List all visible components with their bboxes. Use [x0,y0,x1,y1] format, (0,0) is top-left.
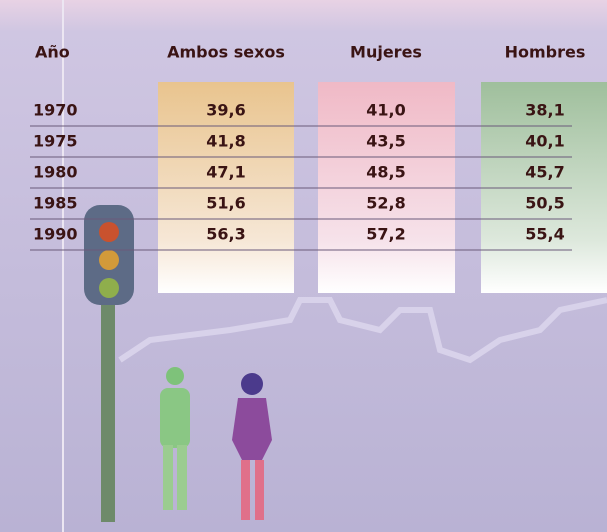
cell-value: 57,2 [366,225,405,244]
column-header: Ambos sexos [167,43,285,62]
cell-value: 38,1 [525,101,564,120]
cell-value: 55,4 [525,225,564,244]
cell-value: 56,3 [206,225,245,244]
cell-value: 47,1 [206,163,245,182]
row-year: 1990 [33,225,78,244]
row-year: 1975 [33,132,78,151]
row-year: 1980 [33,163,78,182]
column-header: Hombres [505,43,586,62]
cell-value: 41,0 [366,101,405,120]
cell-value: 51,6 [206,194,245,213]
column-header: Año [35,43,70,62]
cell-value: 41,8 [206,132,245,151]
row-year: 1970 [33,101,78,120]
cell-value: 48,5 [366,163,405,182]
infographic: Año Ambos sexos Mujeres Hombres 1970 39,6 41,0… [0,0,607,532]
column-header: Mujeres [350,43,422,62]
cell-value: 52,8 [366,194,405,213]
cell-value: 45,7 [525,163,564,182]
cell-value: 50,5 [525,194,564,213]
cell-value: 40,1 [525,132,564,151]
cell-value: 43,5 [366,132,405,151]
row-year: 1985 [33,194,78,213]
cell-value: 39,6 [206,101,245,120]
